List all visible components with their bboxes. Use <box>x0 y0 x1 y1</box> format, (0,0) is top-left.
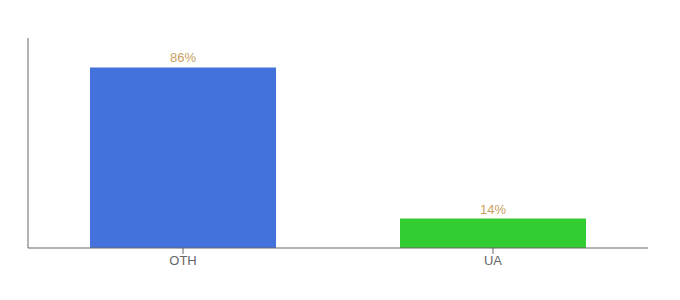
svg-text:86%: 86% <box>170 50 196 65</box>
svg-text:OTH: OTH <box>169 253 196 268</box>
svg-text:14%: 14% <box>480 202 506 217</box>
svg-text:UA: UA <box>484 253 502 268</box>
